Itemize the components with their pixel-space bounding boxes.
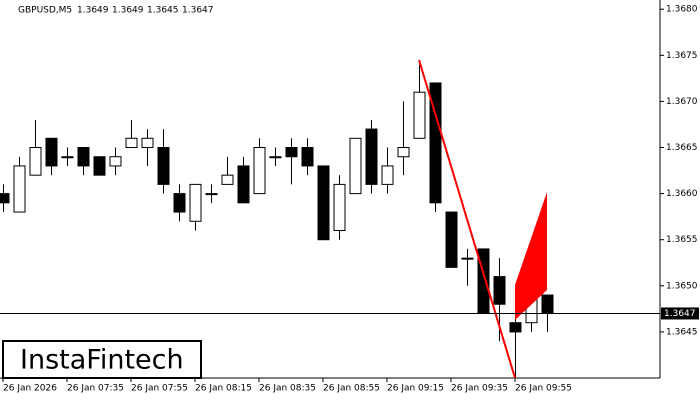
candle-body (445, 211, 458, 268)
x-tick-label: 26 Jan 09:55 (515, 384, 572, 394)
candle-body (45, 137, 58, 167)
candle-body (461, 257, 474, 260)
candle-body (349, 137, 362, 195)
candle-body (173, 193, 186, 213)
candle-body (189, 183, 202, 222)
candle-body (269, 156, 282, 159)
logo-box (2, 340, 202, 379)
candle-body (317, 165, 330, 241)
x-tick-label: 26 Jan 09:35 (451, 384, 508, 394)
chart-title: GBPUSD,M5 (18, 6, 72, 16)
header-value: 1.3645 (147, 6, 179, 16)
x-tick-label: 26 Jan 2026 (3, 384, 57, 394)
candle-body (221, 174, 234, 185)
candle-body (397, 147, 410, 158)
y-tick-label: 1.3675 (666, 51, 698, 61)
y-tick-label: 1.3650 (666, 281, 698, 291)
candle-body (109, 156, 122, 167)
candle-body (157, 147, 170, 185)
candle-body (429, 82, 442, 204)
x-tick-label: 26 Jan 08:15 (195, 384, 252, 394)
candle-body (61, 156, 74, 159)
candle-body (509, 322, 522, 333)
candle-body (0, 193, 10, 204)
candle-body (125, 137, 138, 149)
candle-body (413, 91, 426, 139)
candle-body (493, 276, 506, 305)
candle-body (13, 165, 26, 213)
header-value: 1.3647 (182, 6, 214, 16)
flag-pole (418, 59, 516, 379)
y-tick-label: 1.3645 (666, 327, 698, 337)
candle-body (77, 147, 90, 167)
candle-body (541, 294, 554, 314)
candle-body (301, 147, 314, 167)
y-tick-label: 1.3655 (666, 235, 698, 245)
x-tick-label: 26 Jan 09:15 (387, 384, 444, 394)
x-tick-label: 26 Jan 07:35 (67, 384, 124, 394)
candle-body (93, 156, 106, 176)
flag-pattern (418, 59, 547, 379)
x-tick-label: 26 Jan 07:55 (131, 384, 188, 394)
logo: InstaFintech (20, 345, 184, 376)
y-tick-label: 1.3665 (666, 143, 698, 153)
header-value: 1.3649 (112, 6, 144, 16)
price-label-box (661, 307, 699, 320)
y-tick-label: 1.3660 (666, 189, 698, 199)
candle-body (205, 193, 218, 196)
price-label: 1.3647 (664, 309, 696, 319)
y-tick-label: 1.3670 (666, 97, 698, 107)
y-tick-label: 1.3680 (666, 5, 698, 15)
candle-body (285, 147, 298, 158)
candle-body (237, 165, 250, 204)
candle-body (253, 147, 266, 195)
candle-body (29, 147, 42, 176)
x-tick-label: 26 Jan 08:55 (323, 384, 380, 394)
candle-body (141, 137, 154, 149)
flag (515, 192, 547, 378)
candle-body (333, 183, 346, 231)
x-tick-label: 26 Jan 08:35 (259, 384, 316, 394)
candle-body (381, 165, 394, 185)
header-value: 1.3649 (77, 6, 109, 16)
candle-body (365, 128, 378, 185)
